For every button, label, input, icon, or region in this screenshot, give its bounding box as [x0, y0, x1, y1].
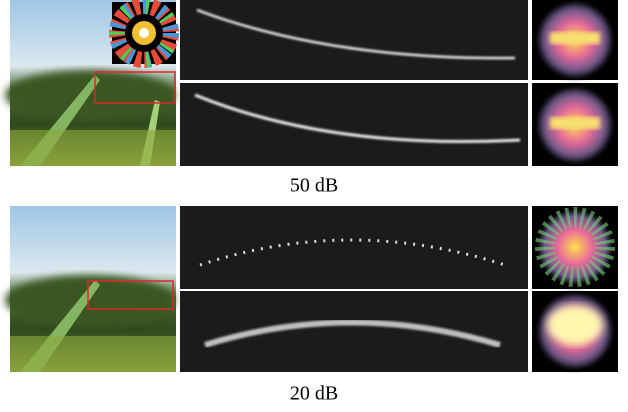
color-wheel-inset	[112, 2, 176, 64]
disk-images	[532, 206, 618, 372]
reconstruction-panels	[180, 0, 528, 166]
scene-photo	[5, 206, 176, 372]
caption: 50 dB	[290, 175, 338, 197]
reconstruction-panels	[180, 206, 528, 372]
caption: 20 dB	[290, 383, 338, 405]
figure: 50 dB 20 dB	[0, 0, 628, 412]
disk-images	[532, 0, 618, 166]
